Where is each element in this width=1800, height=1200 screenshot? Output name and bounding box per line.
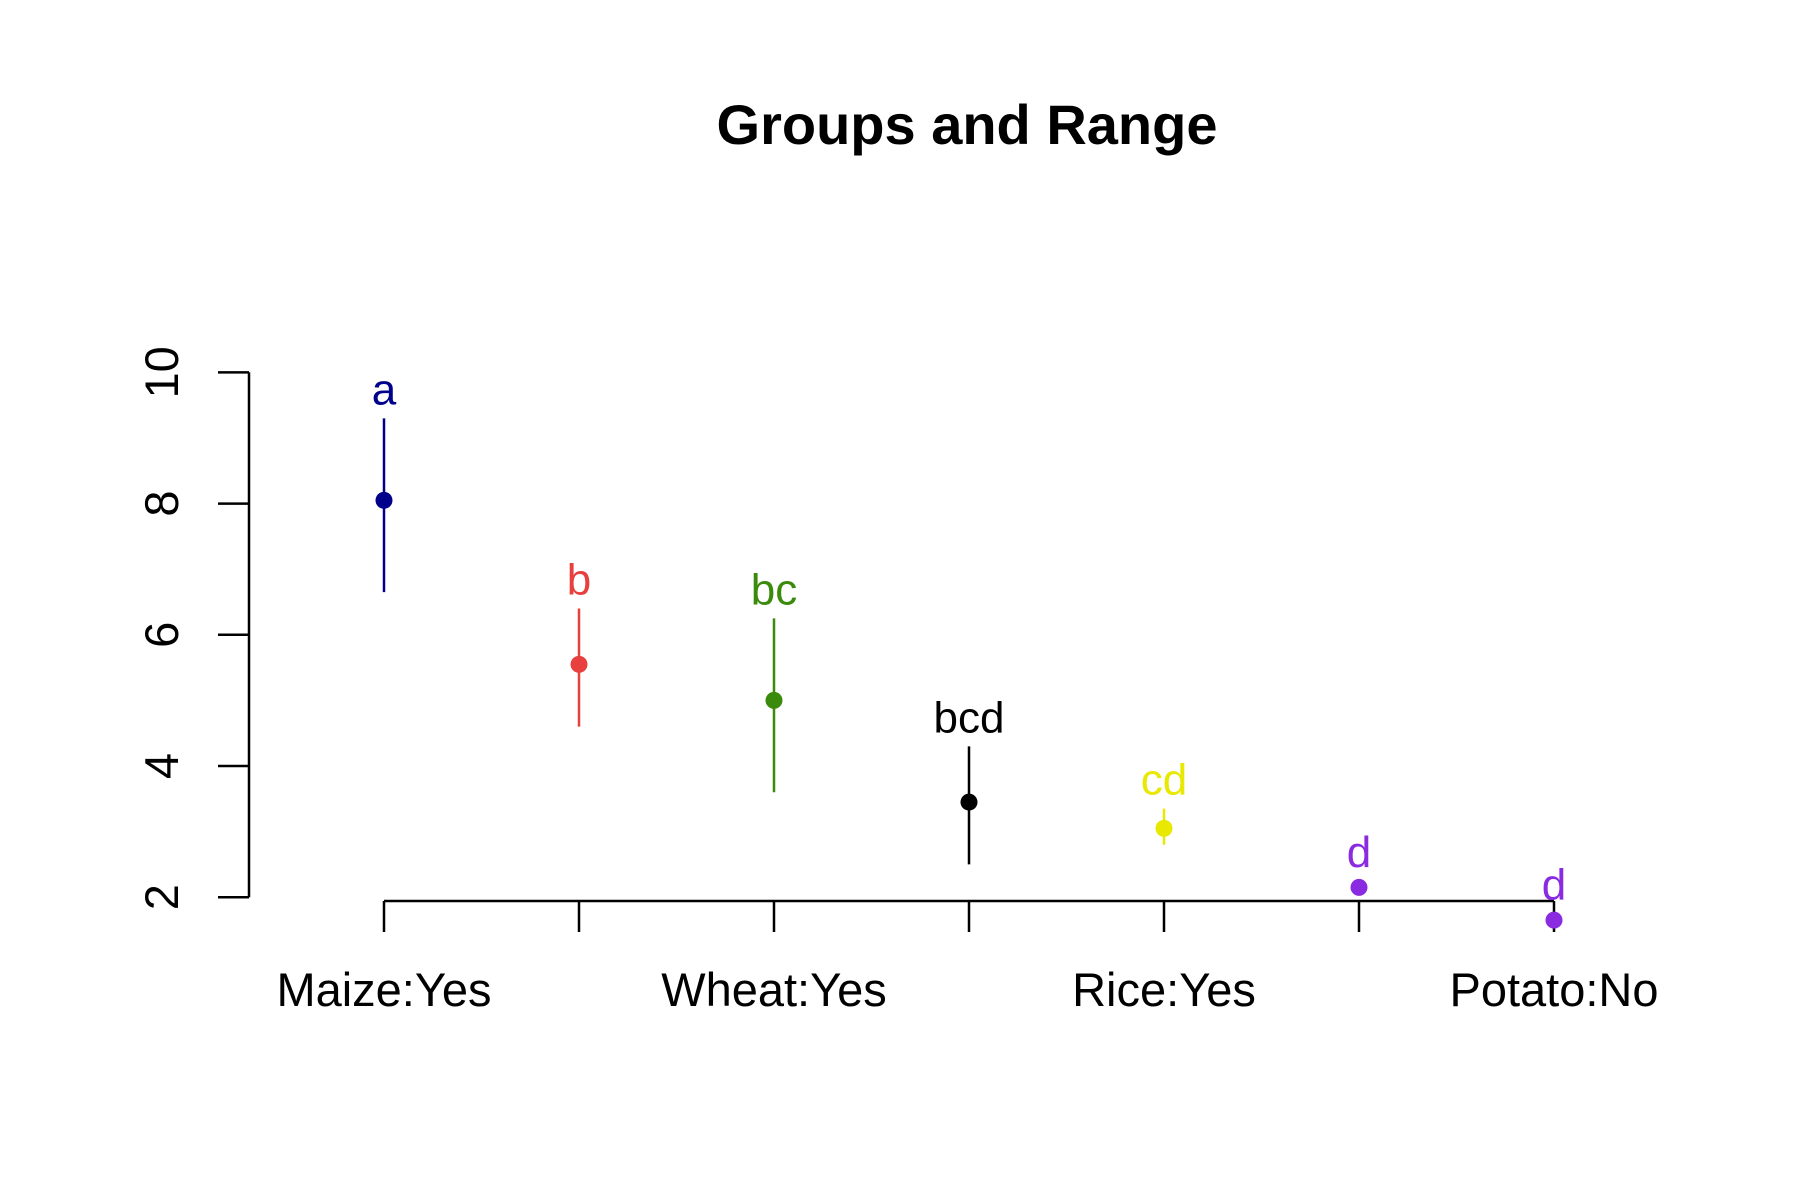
data-point-group: bc [751, 565, 797, 793]
x-tick-label: Wheat:Yes [661, 963, 887, 1016]
y-tick-label: 10 [135, 346, 188, 398]
group-letter-label: d [1347, 828, 1371, 877]
group-letter-label: bcd [934, 693, 1005, 742]
data-point-group: cd [1141, 756, 1187, 845]
data-point-group: a [372, 365, 397, 593]
mean-point [1545, 911, 1563, 929]
mean-point [1350, 878, 1368, 896]
data-series: a b bc bcd cd d d [372, 365, 1566, 929]
mean-point [765, 691, 783, 709]
x-tick-label: Potato:No [1449, 963, 1658, 1016]
mean-point [960, 793, 978, 811]
x-tick-label: Maize:Yes [276, 963, 491, 1016]
x-tick-label: Rice:Yes [1072, 963, 1256, 1016]
mean-point [1155, 819, 1173, 837]
group-letter-label: cd [1141, 756, 1187, 805]
group-letter-label: b [567, 556, 591, 605]
group-letter-label: bc [751, 565, 797, 614]
data-point-group: bcd [934, 693, 1005, 865]
data-point-group: b [567, 556, 591, 727]
y-tick-label: 2 [135, 884, 188, 910]
y-axis: 2 4 6 8 10 [135, 346, 251, 910]
y-tick-label: 6 [135, 622, 188, 648]
data-point-group: d [1542, 861, 1566, 929]
group-letter-label: d [1542, 861, 1566, 910]
data-point-group: d [1347, 828, 1371, 896]
mean-point [375, 491, 393, 509]
chart-title: Groups and Range [717, 93, 1218, 156]
y-tick-label: 4 [135, 753, 188, 779]
x-axis: Maize:Yes Wheat:Yes Rice:Yes Potato:No [276, 899, 1659, 1016]
y-tick-label: 8 [135, 491, 188, 517]
mean-point [570, 655, 588, 673]
group-letter-label: a [372, 365, 397, 414]
